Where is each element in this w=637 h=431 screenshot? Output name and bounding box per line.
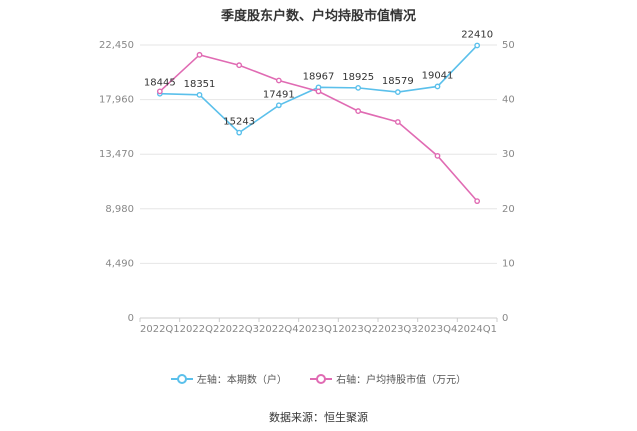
legend-item-right[interactable]: 右轴：户均持股市值（万元） — [310, 371, 466, 386]
right-axis-tick-label: 0 — [502, 313, 508, 324]
right-axis-tick-label: 20 — [502, 204, 515, 215]
data-point-right — [236, 62, 243, 69]
data-point-left — [434, 83, 441, 90]
data-point-right — [434, 152, 441, 159]
chart-title: 季度股东户数、户均持股市值情况 — [220, 9, 416, 24]
right-axis-tick-label: 10 — [502, 258, 515, 269]
axis-layer: 0 4,490 8,980 13,470 17,960 22,450 0 10 20 30 40 50… — [99, 40, 515, 335]
legend-swatch-left-icon — [170, 373, 193, 384]
series-layer — [156, 42, 481, 205]
data-label: 17491 — [263, 89, 295, 100]
right-axis-tick-label: 50 — [502, 40, 515, 51]
x-axis-tick-label: 2023Q4 — [418, 324, 458, 335]
data-point-left — [275, 102, 282, 109]
data-point-right — [315, 88, 322, 95]
left-axis-tick-label: 22,450 — [99, 40, 134, 51]
left-axis-tick-label: 0 — [128, 313, 134, 324]
data-point-right — [474, 198, 481, 205]
data-label: 18967 — [303, 71, 335, 82]
legend-item-left[interactable]: 左轴：本期数（户） — [170, 371, 287, 386]
data-point-left — [394, 89, 401, 95]
legend: 左轴：本期数（户） 右轴：户均持股市值（万元） — [0, 371, 637, 387]
data-point-right — [275, 77, 282, 84]
x-axis-tick-label: 2022Q2 — [180, 324, 220, 335]
data-label: 18579 — [382, 76, 414, 87]
left-axis-tick-label: 8,980 — [105, 204, 134, 215]
legend-label-left: 左轴：本期数（户） — [196, 375, 287, 386]
left-axis-tick-label: 17,960 — [99, 95, 134, 106]
x-axis-tick-label: 2024Q1 — [457, 324, 497, 335]
right-axis-tick-label: 40 — [502, 95, 515, 106]
x-axis-tick-label: 2023Q2 — [338, 324, 378, 335]
data-label: 15243 — [223, 117, 255, 128]
data-point-right — [196, 51, 203, 58]
data-point-left — [236, 129, 243, 136]
x-axis-tick-label: 2022Q3 — [219, 324, 259, 335]
data-point-left — [355, 84, 362, 91]
legend-swatch-right-icon — [310, 373, 333, 384]
left-axis-tick-label: 4,490 — [105, 258, 134, 269]
left-axis-tick-label: 13,470 — [99, 149, 134, 160]
data-point-left — [474, 42, 481, 49]
data-label: 18445 — [144, 78, 176, 89]
x-axis-tick-label: 2022Q4 — [259, 324, 299, 335]
label-layer: 18445 18351 15243 17491 18967 18925 18579 19041… — [144, 29, 493, 127]
data-point-right — [156, 88, 163, 95]
x-axis-tick-label: 2022Q1 — [140, 324, 180, 335]
data-label: 18351 — [184, 79, 216, 90]
source-note: 数据来源：恒生聚源 — [269, 411, 368, 424]
data-point-right — [394, 119, 401, 125]
right-axis-tick-label: 30 — [502, 149, 515, 160]
data-label: 22410 — [461, 29, 493, 40]
data-point-right — [355, 108, 362, 114]
data-label: 18925 — [342, 72, 374, 83]
data-point-left — [196, 91, 203, 98]
x-axis-tick-label: 2023Q3 — [378, 324, 418, 335]
x-axis-tick-label: 2023Q1 — [299, 324, 339, 335]
data-label: 19041 — [422, 70, 454, 81]
legend-label-right: 右轴：户均持股市值（万元） — [336, 375, 467, 386]
